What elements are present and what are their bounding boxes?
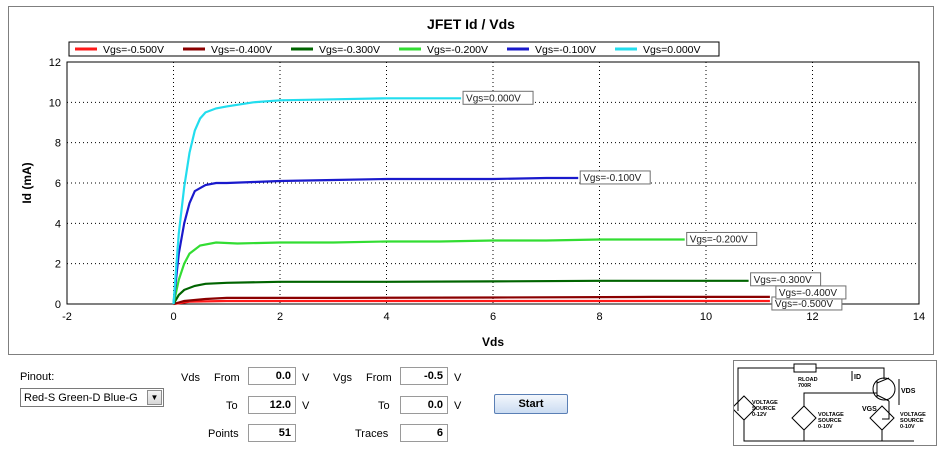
vds-to-label: To	[226, 400, 238, 412]
vgs-from-label: From	[366, 372, 392, 384]
y-tick-label: 6	[55, 178, 61, 190]
y-tick-label: 0	[55, 299, 61, 311]
x-tick-label: 0	[170, 311, 176, 323]
series-line	[172, 176, 579, 305]
pinout-select[interactable]: Red-S Green-D Blue-G ▼	[20, 388, 164, 407]
x-tick-label: 2	[277, 311, 283, 323]
legend-entry: Vgs=-0.200V	[427, 44, 488, 56]
svg-text:0-10V: 0-10V	[818, 424, 833, 430]
legend-entry: Vgs=-0.300V	[319, 44, 380, 56]
voltage-source-2-icon	[791, 405, 817, 431]
vds-from-input[interactable]: 0.0	[248, 367, 296, 385]
source3-text: VOLTAGE	[900, 412, 926, 418]
y-tick-label: 10	[49, 97, 61, 109]
series-end-label-box	[686, 231, 758, 246]
svg-text:700R: 700R	[798, 383, 811, 389]
series-end-label: Vgs=-0.400V	[779, 288, 837, 299]
chart-panel: JFET Id / Vds -2 0 2 4 6 8 10 12 14 0 2 4 6 8 10 12 Vds Id…	[8, 6, 934, 355]
vds-label: Vds	[181, 372, 200, 384]
legend-entry: Vgs=-0.100V	[535, 44, 596, 56]
series-end-label: Vgs=-0.500V	[775, 299, 833, 310]
points-input[interactable]: 51	[248, 424, 296, 442]
series-end-label-box	[579, 170, 651, 185]
wire-gate	[803, 392, 862, 406]
x-axis-label: Vds	[482, 335, 504, 349]
legend-entry: Vgs=-0.400V	[211, 44, 272, 56]
vgs-label: Vgs	[333, 372, 352, 384]
legend-entry: Vgs=0.000V	[643, 44, 701, 56]
series-line	[172, 97, 462, 305]
x-tick-label: 4	[383, 311, 389, 323]
start-button[interactable]: Start	[494, 394, 568, 414]
vds-text: VDS	[901, 388, 916, 395]
vgs-text: VGS	[862, 406, 877, 413]
pinout-select-value: Red-S Green-D Blue-G	[24, 392, 138, 404]
y-tick-label: 8	[55, 138, 61, 150]
wire-top-left	[737, 367, 794, 411]
chevron-down-icon[interactable]: ▼	[147, 390, 162, 405]
vds-to-unit: V	[302, 400, 310, 412]
id-text: ID	[854, 374, 861, 381]
wire-top-right	[816, 367, 885, 379]
x-tick-label: 6	[490, 311, 496, 323]
source1-text: VOLTAGE	[752, 400, 778, 406]
schematic-drawing: VOLTAGE SOURCE 0-12V RLOAD 700R VOLTAGE …	[731, 363, 926, 442]
svg-text:SOURCE: SOURCE	[818, 418, 842, 424]
x-tick-label: 10	[700, 311, 712, 323]
legend-box	[68, 41, 720, 57]
vgs-from-input[interactable]: -0.5	[400, 367, 448, 385]
rload-text: RLOAD	[798, 377, 818, 383]
series-end-label: Vgs=-0.200V	[690, 234, 748, 245]
legend-entry: Vgs=-0.500V	[103, 44, 164, 56]
vds-from-label: From	[214, 372, 240, 384]
series-end-label: Vgs=0.000V	[466, 93, 521, 104]
svg-text:0-12V: 0-12V	[752, 412, 767, 418]
vds-to-input[interactable]: 12.0	[248, 396, 296, 414]
y-tick-label: 4	[55, 218, 61, 230]
svg-text:SOURCE: SOURCE	[752, 406, 776, 412]
y-tick-label: 2	[55, 259, 61, 271]
series-end-label-box	[462, 90, 534, 105]
x-tick-label: 14	[913, 311, 925, 323]
vgs-to-label: To	[378, 400, 390, 412]
wire-bottom	[743, 420, 914, 442]
jfet-symbol-icon	[872, 377, 896, 401]
source2-text: VOLTAGE	[818, 412, 844, 418]
pinout-label: Pinout:	[20, 371, 55, 383]
vds-from-unit: V	[302, 372, 310, 384]
series-line	[172, 238, 685, 305]
vgs-from-unit: V	[454, 372, 462, 384]
series-end-label-box	[750, 272, 822, 287]
series-line	[172, 279, 749, 305]
points-label: Points	[208, 428, 239, 440]
chart-title: JFET Id / Vds	[427, 16, 515, 32]
circuit-schematic: VOLTAGE SOURCE 0-12V RLOAD 700R VOLTAGE …	[731, 360, 937, 446]
svg-text:0-10V: 0-10V	[900, 424, 915, 430]
series-line	[173, 295, 770, 306]
vgs-to-input[interactable]: 0.0	[400, 396, 448, 414]
x-tick-label: 12	[806, 311, 818, 323]
y-axis-label: Id (mA)	[20, 162, 34, 203]
x-tick-label: 8	[596, 311, 602, 323]
chart: JFET Id / Vds-2 0 2 4 6 8 10 12 14024681012VdsId…	[20, 16, 925, 349]
x-tick-label: -2	[62, 311, 72, 323]
rload-resistor	[793, 363, 817, 373]
traces-label: Traces	[355, 428, 389, 440]
series-end-label: Vgs=-0.300V	[754, 275, 812, 286]
svg-text:SOURCE: SOURCE	[900, 418, 924, 424]
y-tick-label: 12	[49, 57, 61, 69]
traces-input[interactable]: 6	[400, 424, 448, 442]
series-end-label: Vgs=-0.100V	[583, 173, 641, 184]
vgs-to-unit: V	[454, 400, 462, 412]
